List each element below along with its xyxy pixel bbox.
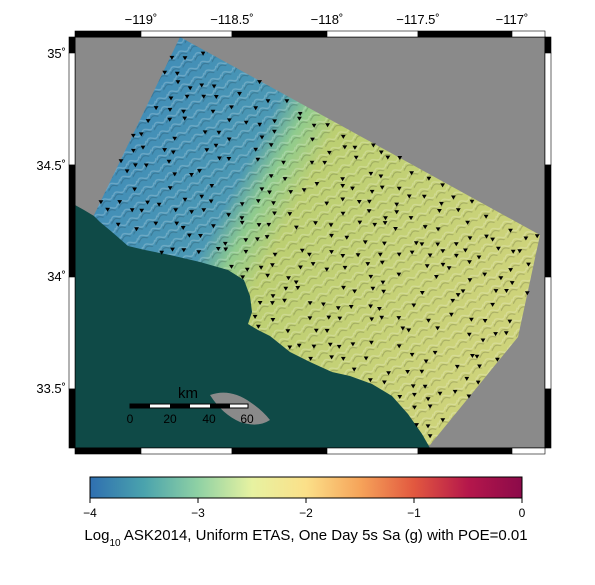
border-segment bbox=[418, 31, 512, 37]
border-segment bbox=[327, 31, 418, 37]
caption-prefix: Log bbox=[84, 527, 109, 544]
border-segment bbox=[232, 448, 327, 454]
latitude-axis: 35˚ 34.5˚ 34˚ 33.5˚ bbox=[36, 46, 66, 396]
colorbar-tick-label: −4 bbox=[83, 506, 97, 520]
border-segment bbox=[512, 448, 545, 454]
border-segment bbox=[141, 448, 232, 454]
border-segment bbox=[545, 53, 551, 165]
colorbar-tick-label: −3 bbox=[191, 506, 205, 520]
latitude-tick-label: 33.5˚ bbox=[36, 381, 66, 396]
border-segment bbox=[75, 31, 141, 37]
border-segment bbox=[69, 277, 75, 389]
border-segment bbox=[545, 277, 551, 389]
scale-bar-segment bbox=[170, 404, 190, 408]
border-segment bbox=[141, 31, 232, 37]
scale-bar-label: 0 bbox=[127, 412, 134, 426]
longitude-tick-label: −119˚ bbox=[125, 12, 158, 27]
latitude-tick-label: 35˚ bbox=[47, 46, 66, 61]
border-segment bbox=[418, 448, 512, 454]
colorbar: −4 −3 −2 −1 0 bbox=[83, 477, 526, 520]
longitude-tick-label: −118˚ bbox=[311, 12, 344, 27]
border-segment bbox=[75, 448, 141, 454]
map-area bbox=[75, 37, 545, 448]
longitude-axis: −119˚ −118.5˚ −118˚ −117.5˚ −117˚ bbox=[125, 12, 529, 27]
caption-subscript: 10 bbox=[109, 538, 121, 549]
border-segment bbox=[512, 31, 545, 37]
scale-bar-segment bbox=[210, 404, 230, 408]
colorbar-tick-label: −1 bbox=[407, 506, 421, 520]
colorbar-caption: Log10 ASK2014, Uniform ETAS, One Day 5s … bbox=[84, 527, 527, 549]
scale-bar-label: 40 bbox=[202, 412, 216, 426]
border-segment bbox=[232, 31, 327, 37]
border-segment bbox=[69, 165, 75, 277]
border-segment bbox=[69, 53, 75, 165]
scale-bar-label: 20 bbox=[163, 412, 177, 426]
scale-bar-label: 60 bbox=[240, 412, 254, 426]
border-segment bbox=[69, 37, 75, 53]
scale-bar-segment bbox=[130, 404, 150, 408]
latitude-tick-label: 34.5˚ bbox=[36, 158, 66, 173]
border-segment bbox=[327, 448, 418, 454]
border-segment bbox=[69, 389, 75, 448]
colorbar-gradient bbox=[90, 477, 522, 498]
caption-text: ASK2014, Uniform ETAS, One Day 5s Sa (g)… bbox=[121, 527, 528, 544]
border-segment bbox=[545, 165, 551, 277]
scale-bar-unit: km bbox=[178, 385, 198, 402]
latitude-tick-label: 34˚ bbox=[47, 269, 66, 284]
longitude-tick-label: −118.5˚ bbox=[210, 12, 254, 27]
border-segment bbox=[545, 389, 551, 448]
longitude-tick-label: −117˚ bbox=[496, 12, 529, 27]
colorbar-tick-label: −2 bbox=[299, 506, 313, 520]
border-segment bbox=[545, 37, 551, 53]
longitude-tick-label: −117.5˚ bbox=[396, 12, 440, 27]
colorbar-tick-label: 0 bbox=[519, 506, 526, 520]
